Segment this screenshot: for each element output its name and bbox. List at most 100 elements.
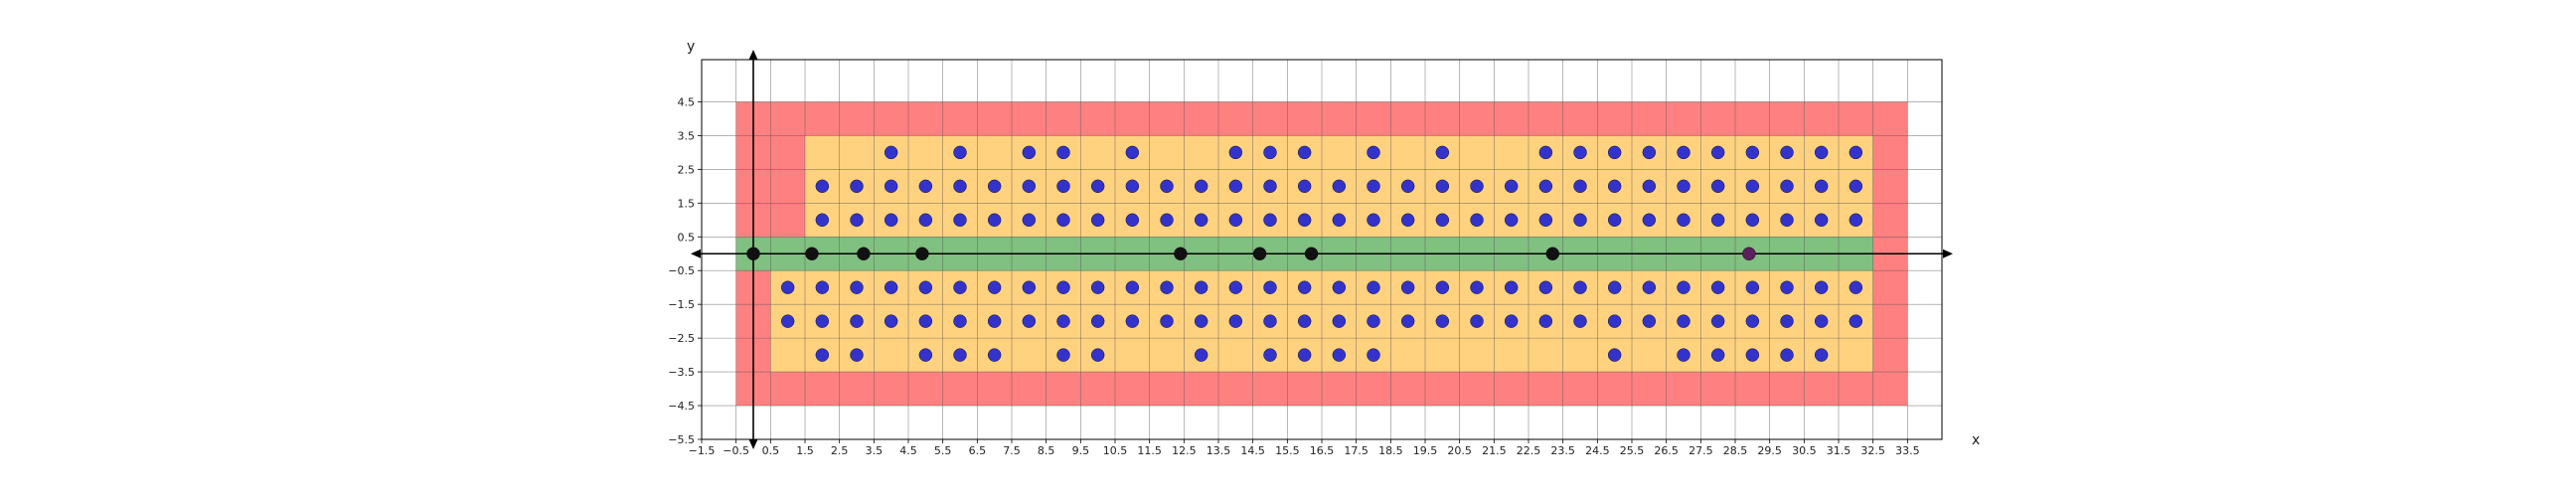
series-0-point: [1504, 179, 1519, 194]
series-0-point: [1538, 179, 1553, 194]
series-0-point: [1297, 280, 1312, 294]
series-1-point: [1304, 247, 1319, 260]
series-0-point: [1263, 213, 1277, 227]
y-tick-label: 1.5: [678, 197, 696, 210]
series-0-point: [1677, 145, 1690, 160]
x-tick-label: 29.5: [1757, 444, 1782, 457]
series-0-point: [1538, 145, 1553, 160]
series-0-point: [1710, 179, 1725, 194]
x-axis-arrow-right: [1943, 249, 1953, 258]
series-0-point: [1332, 314, 1347, 328]
series-0-point: [1332, 280, 1347, 294]
series-0-point: [850, 348, 864, 362]
series-0-point: [1022, 179, 1037, 194]
series-1-point: [1252, 247, 1267, 260]
series-0-point: [815, 179, 830, 194]
series-0-point: [1573, 145, 1587, 160]
x-tick-label: 31.5: [1827, 444, 1852, 457]
series-0-point: [1538, 314, 1553, 328]
series-0-point: [918, 213, 933, 227]
series-0-point: [1710, 145, 1725, 160]
series-0-point: [1263, 179, 1277, 194]
series-0-point: [918, 179, 933, 194]
series-0-point: [1435, 280, 1450, 294]
series-0-point: [1745, 145, 1760, 160]
y-tick-label: −3.5: [668, 366, 695, 379]
series-0-point: [815, 213, 830, 227]
series-0-point: [1194, 179, 1208, 194]
series-0-point: [1022, 213, 1037, 227]
series-0-point: [1435, 213, 1450, 227]
series-0-point: [953, 179, 967, 194]
x-tick-label: 3.5: [866, 444, 884, 457]
series-0-point: [850, 314, 864, 328]
series-0-point: [1642, 145, 1657, 160]
series-0-point: [1022, 145, 1037, 160]
series-0-point: [1194, 348, 1208, 362]
series-0-point: [1677, 179, 1690, 194]
series-0-point: [1367, 348, 1380, 362]
series-0-point: [1849, 145, 1863, 160]
series-0-point: [1677, 348, 1690, 362]
series-0-point: [1090, 280, 1105, 294]
y-axis-arrow-up: [748, 50, 758, 60]
x-tick-label: −0.5: [723, 444, 749, 457]
series-0-point: [1814, 348, 1829, 362]
series-0-point: [1297, 314, 1312, 328]
series-0-point: [815, 280, 830, 294]
series-0-point: [1849, 314, 1863, 328]
x-tick-label: 24.5: [1585, 444, 1610, 457]
series-0-point: [1297, 145, 1312, 160]
series-0-point: [1745, 348, 1760, 362]
series-0-point: [1367, 280, 1380, 294]
series-0-point: [815, 314, 830, 328]
x-tick-label: 2.5: [831, 444, 849, 457]
series-0-point: [1745, 179, 1760, 194]
x-tick-label: 30.5: [1792, 444, 1817, 457]
series-0-point: [1090, 314, 1105, 328]
x-tick-label: 1.5: [796, 444, 814, 457]
x-tick-label: 0.5: [762, 444, 780, 457]
series-0-point: [1022, 314, 1037, 328]
series-0-point: [953, 348, 967, 362]
x-tick-label: 13.5: [1207, 444, 1231, 457]
series-0-point: [1780, 314, 1794, 328]
x-tick-label: 17.5: [1344, 444, 1368, 457]
series-0-point: [1710, 348, 1725, 362]
y-axis-label: y: [687, 39, 695, 55]
series-0-point: [780, 280, 795, 294]
x-tick-label: 10.5: [1103, 444, 1128, 457]
series-1-point: [915, 247, 929, 260]
series-0-point: [1470, 314, 1484, 328]
series-0-point: [1194, 314, 1208, 328]
y-tick-label: −0.5: [668, 264, 695, 277]
series-0-point: [1710, 213, 1725, 227]
series-0-point: [1607, 280, 1622, 294]
series-0-point: [1677, 314, 1690, 328]
series-0-point: [1780, 280, 1794, 294]
series-0-point: [1573, 213, 1587, 227]
x-tick-label: 21.5: [1482, 444, 1507, 457]
series-0-point: [1228, 145, 1243, 160]
x-tick-label: 20.5: [1447, 444, 1472, 457]
series-0-point: [1814, 145, 1829, 160]
series-0-point: [1297, 348, 1312, 362]
x-tick-label: 27.5: [1689, 444, 1713, 457]
series-0-point: [918, 348, 933, 362]
series-0-point: [1642, 314, 1657, 328]
series-0-point: [884, 145, 898, 160]
series-0-point: [1228, 179, 1243, 194]
series-0-point: [918, 280, 933, 294]
series-0-point: [1125, 179, 1140, 194]
series-0-point: [884, 213, 898, 227]
series-1-point: [746, 247, 760, 260]
x-tick-label: 16.5: [1310, 444, 1335, 457]
series-0-point: [1607, 314, 1622, 328]
series-0-point: [1710, 314, 1725, 328]
series-0-point: [1160, 213, 1174, 227]
series-0-point: [1814, 280, 1829, 294]
y-tick-label: 2.5: [678, 163, 696, 176]
series-1-point: [805, 247, 819, 260]
series-0-point: [1160, 280, 1174, 294]
